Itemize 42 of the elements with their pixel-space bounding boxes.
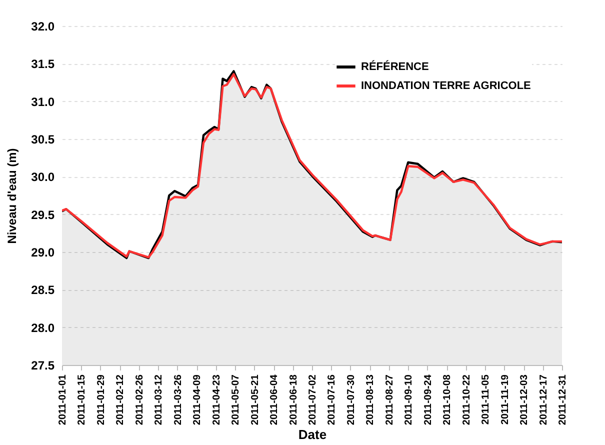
x-tick-label: 2011-03-26 xyxy=(172,374,184,426)
x-tick-label: 2011-06-04 xyxy=(269,374,280,426)
x-tick-label: 2011-02-12 xyxy=(115,374,126,426)
x-tick-label: 2011-07-30 xyxy=(346,374,357,426)
x-tick-label: 2011-12-31 xyxy=(558,374,568,426)
x-tick-label: 2011-04-09 xyxy=(192,374,204,426)
y-tick-label: 28.5 xyxy=(31,283,55,298)
y-tick-label: 30.5 xyxy=(31,132,55,146)
x-tick-label: 2011-01-15 xyxy=(76,374,88,426)
x-tick-label: 2011-04-23 xyxy=(211,374,222,426)
x-tick-label: 2011-12-17 xyxy=(538,374,550,426)
y-tick-label: 32.0 xyxy=(31,20,55,34)
y-axis-title: Niveau d'eau (m) xyxy=(5,148,20,244)
x-tick-label: 2011-03-12 xyxy=(154,374,165,426)
x-tick-label: 2011-08-13 xyxy=(365,374,376,426)
x-tick-label: 2011-08-27 xyxy=(384,374,396,426)
y-tick-label: 31.5 xyxy=(31,57,55,72)
x-tick-label: 2011-09-24 xyxy=(422,374,434,426)
x-tick-label: 2011-01-29 xyxy=(96,374,107,426)
x-tick-label: 2011-05-21 xyxy=(250,374,261,426)
x-tick-label: 2011-10-08 xyxy=(442,374,454,426)
y-tick-label: 29.5 xyxy=(31,208,55,222)
x-tick-label: 2011-12-03 xyxy=(519,374,530,426)
x-tick-label: 2011-11-05 xyxy=(480,374,492,425)
y-tick-label: 29.0 xyxy=(31,246,55,260)
legend-label: INONDATION TERRE AGRICOLE xyxy=(361,80,531,92)
y-tick-label: 27.5 xyxy=(31,358,55,372)
x-tick-label: 2011-07-16 xyxy=(326,374,338,426)
y-tick-label: 28.0 xyxy=(31,320,55,335)
x-tick-label: 2011-10-22 xyxy=(461,374,472,426)
x-tick-label: 2011-02-26 xyxy=(134,374,146,426)
x-tick-label: 2011-06-18 xyxy=(288,374,300,426)
y-tick-label: 30.0 xyxy=(31,170,55,184)
x-tick-label: 2011-07-02 xyxy=(308,374,318,426)
x-tick-label: 2011-11-19 xyxy=(500,374,511,425)
line-series xyxy=(62,73,562,258)
x-axis-title: Date xyxy=(298,427,327,442)
legend-label: RÉFÉRENCE xyxy=(361,60,429,73)
x-tick-label: 2011-09-10 xyxy=(404,374,415,426)
y-tick-label: 31.0 xyxy=(31,94,55,109)
x-tick-label: 2011-05-07 xyxy=(230,374,242,426)
x-tick-label: 2011-01-01 xyxy=(58,374,68,426)
